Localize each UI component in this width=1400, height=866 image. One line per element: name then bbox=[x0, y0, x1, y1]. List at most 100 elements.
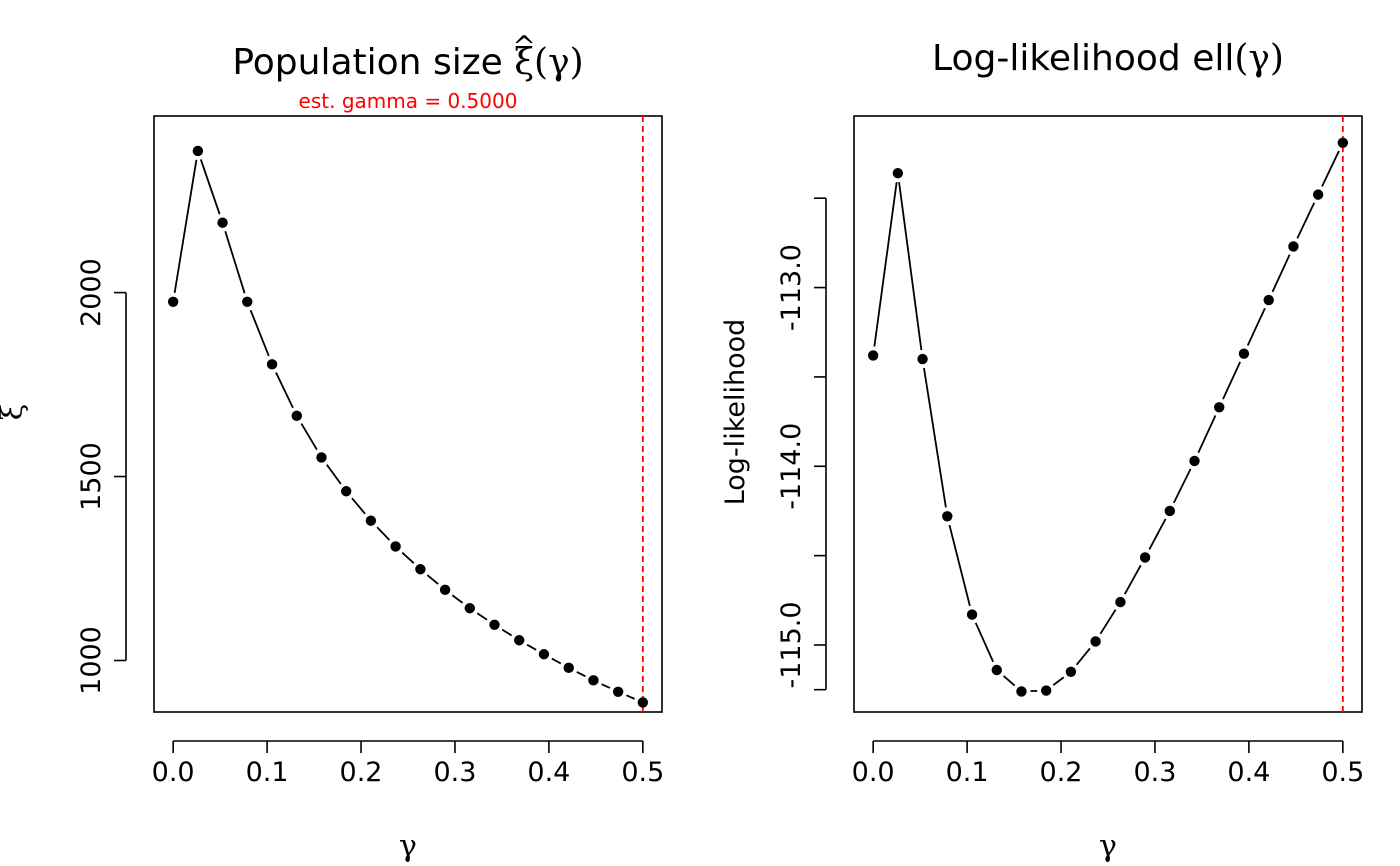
data-point-0-13 bbox=[489, 619, 500, 631]
data-point-1-13 bbox=[1189, 455, 1200, 467]
population-size-panel: Population size ξ(γ) ^ est. gamma = 0.50… bbox=[0, 30, 664, 864]
series-segment-0-7 bbox=[351, 497, 366, 515]
series-segment-0-8 bbox=[376, 526, 391, 541]
data-point-0-12 bbox=[464, 603, 476, 614]
series-segment-0-17 bbox=[601, 683, 611, 689]
x-tick-label-1-4: 0.4 bbox=[1227, 757, 1270, 788]
series-segment-1-3 bbox=[948, 524, 971, 607]
plot-title-left: Population size ξ(γ) bbox=[232, 42, 583, 83]
x-tick-label-1-2: 0.2 bbox=[1040, 757, 1083, 788]
data-point-1-12 bbox=[1164, 505, 1176, 517]
data-point-0-4 bbox=[266, 359, 278, 370]
y-axis-label-left: ξ bbox=[0, 404, 30, 421]
data-point-1-1 bbox=[892, 167, 904, 179]
series-segment-0-13 bbox=[501, 628, 513, 637]
series-segment-1-2 bbox=[923, 367, 947, 508]
series-segment-1-5 bbox=[1002, 675, 1016, 687]
data-point-0-1 bbox=[192, 145, 204, 157]
data-point-0-15 bbox=[538, 649, 550, 660]
x-tick-label-1-5: 0.5 bbox=[1321, 757, 1364, 788]
series-segment-0-4 bbox=[275, 372, 294, 409]
x-tick-label-0-0: 0.0 bbox=[152, 757, 195, 788]
data-point-0-19 bbox=[637, 697, 649, 708]
series-segment-1-7 bbox=[1052, 676, 1065, 686]
data-point-0-17 bbox=[588, 675, 599, 686]
x-tick-label-0-3: 0.3 bbox=[433, 757, 476, 788]
data-point-1-4 bbox=[966, 609, 978, 620]
data-point-0-6 bbox=[316, 452, 327, 463]
x-tick-label-0-4: 0.4 bbox=[527, 757, 570, 788]
series-segment-0-18 bbox=[626, 694, 635, 700]
x-axis-label-left: γ bbox=[399, 829, 417, 864]
series-segment-1-8 bbox=[1075, 647, 1091, 666]
data-point-1-2 bbox=[917, 353, 928, 365]
data-point-1-0 bbox=[867, 350, 879, 361]
series-segment-1-4 bbox=[974, 622, 994, 663]
x-tick-label-0-1: 0.1 bbox=[246, 757, 289, 788]
data-point-1-5 bbox=[991, 664, 1002, 676]
series-segment-1-1 bbox=[898, 181, 923, 351]
data-point-1-8 bbox=[1065, 666, 1077, 677]
data-point-0-14 bbox=[514, 635, 525, 646]
series-segment-0-2 bbox=[224, 231, 246, 294]
plot-frame-1 bbox=[853, 115, 1363, 713]
data-point-1-18 bbox=[1312, 189, 1324, 200]
data-point-0-9 bbox=[390, 541, 401, 552]
series-segment-1-15 bbox=[1246, 307, 1266, 346]
data-point-1-7 bbox=[1040, 685, 1052, 696]
series-segment-1-18 bbox=[1321, 150, 1340, 187]
data-point-1-17 bbox=[1288, 241, 1299, 252]
series-segment-1-16 bbox=[1271, 254, 1291, 293]
hat-accent: ^ bbox=[512, 30, 535, 63]
series-segment-0-16 bbox=[576, 671, 586, 678]
x-tick-label-0-2: 0.2 bbox=[340, 757, 383, 788]
series-segment-1-11 bbox=[1148, 518, 1167, 550]
plot-title-right: Log-likelihood ell(γ) bbox=[932, 38, 1284, 79]
data-point-1-15 bbox=[1238, 348, 1250, 359]
data-point-1-10 bbox=[1115, 596, 1126, 608]
series-segment-0-14 bbox=[526, 643, 537, 651]
series-segment-1-9 bbox=[1099, 609, 1117, 635]
data-point-0-0 bbox=[167, 296, 179, 307]
data-point-1-9 bbox=[1090, 636, 1101, 647]
y-tick-label-1-2: -113.0 bbox=[776, 244, 807, 331]
plot-frame-0 bbox=[153, 115, 663, 713]
y-tick-label-0-0: 1000 bbox=[76, 626, 107, 695]
data-point-0-8 bbox=[365, 515, 377, 526]
series-segment-1-10 bbox=[1123, 564, 1142, 595]
data-point-1-3 bbox=[942, 511, 953, 522]
log-likelihood-panel: Log-likelihood ell(γ) γ Log-likelihood 0… bbox=[720, 38, 1364, 864]
y-tick-label-0-1: 1500 bbox=[76, 442, 107, 511]
series-segment-0-12 bbox=[476, 612, 488, 621]
y-tick-label-1-0: -115.0 bbox=[776, 601, 807, 688]
series-segment-0-1 bbox=[199, 159, 221, 215]
plot-subtitle: est. gamma = 0.5000 bbox=[299, 89, 518, 113]
series-segment-0-11 bbox=[451, 594, 464, 604]
y-tick-label-1-1: -114.0 bbox=[776, 423, 807, 510]
data-point-1-11 bbox=[1139, 552, 1151, 563]
data-point-0-16 bbox=[563, 662, 574, 674]
series-segment-1-17 bbox=[1296, 202, 1316, 239]
y-axis-label-right: Log-likelihood bbox=[720, 319, 751, 506]
data-point-0-2 bbox=[217, 217, 228, 228]
series-segment-1-14 bbox=[1222, 361, 1241, 400]
data-point-1-6 bbox=[1016, 686, 1027, 697]
series-segment-0-6 bbox=[326, 464, 342, 485]
x-tick-label-1-0: 0.0 bbox=[852, 757, 895, 788]
data-point-0-7 bbox=[340, 486, 352, 497]
data-point-0-18 bbox=[612, 686, 624, 697]
data-point-1-14 bbox=[1214, 402, 1225, 413]
x-axis-label-right: γ bbox=[1099, 829, 1117, 864]
x-tick-label-1-3: 0.3 bbox=[1133, 757, 1176, 788]
data-point-1-16 bbox=[1263, 294, 1274, 306]
data-point-0-11 bbox=[439, 584, 451, 596]
series-segment-1-13 bbox=[1197, 415, 1217, 454]
series-segment-0-9 bbox=[401, 551, 415, 564]
y-tick-label-0-2: 2000 bbox=[76, 258, 107, 327]
series-segment-0-10 bbox=[426, 574, 439, 585]
data-point-0-10 bbox=[415, 564, 426, 575]
series-segment-0-0 bbox=[173, 159, 198, 294]
x-tick-label-1-1: 0.1 bbox=[946, 757, 989, 788]
xi-hat-symbol: ξ bbox=[514, 42, 534, 83]
